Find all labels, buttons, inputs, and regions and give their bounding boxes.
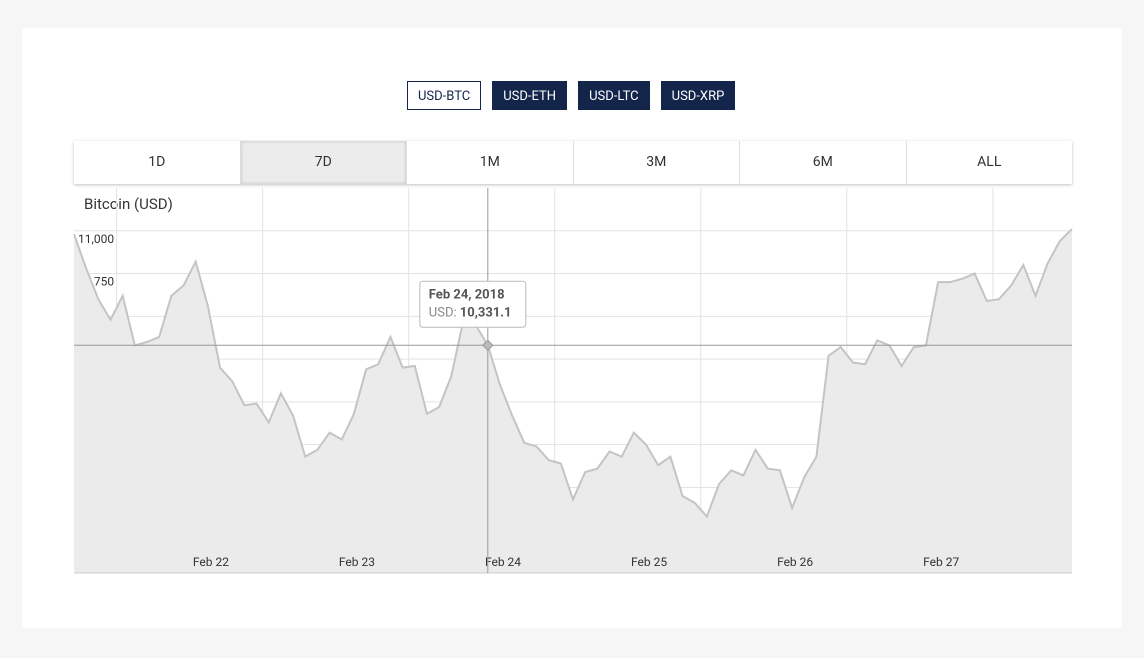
currency-buttons: USD-BTC USD-ETH USD-LTC USD-XRP xyxy=(407,81,736,110)
tooltip-date: Feb 24, 2018 xyxy=(429,288,505,303)
x-tick-label: Feb 24 xyxy=(485,555,521,569)
area-fill xyxy=(74,229,1072,574)
currency-button[interactable]: USD-LTC xyxy=(578,81,650,110)
x-tick-label: Feb 22 xyxy=(193,555,229,569)
tooltip-value: 10,331.1 xyxy=(460,306,512,321)
tooltip-label: USD: xyxy=(429,306,457,321)
hover-marker xyxy=(482,339,494,351)
x-tick-label: Feb 23 xyxy=(339,555,375,569)
currency-button[interactable]: USD-XRP xyxy=(660,81,736,110)
range-tab[interactable]: 1M xyxy=(407,141,574,184)
range-tabs: 1D 7D 1M 3M 6M ALL xyxy=(74,141,1072,184)
range-tab[interactable]: 1D xyxy=(74,141,241,184)
currency-button[interactable]: USD-BTC xyxy=(407,81,482,110)
area-line xyxy=(73,228,1073,519)
chart-title: Bitcoin (USD) xyxy=(84,195,173,213)
range-tab[interactable]: 6M xyxy=(740,141,907,184)
range-tab[interactable]: 7D xyxy=(240,141,407,184)
tooltip-box xyxy=(419,280,527,328)
range-tab[interactable]: ALL xyxy=(977,154,1002,170)
x-tick-label: Feb 26 xyxy=(777,555,813,569)
x-tick-label: Feb 27 xyxy=(923,555,959,569)
currency-button[interactable]: USD-ETH xyxy=(492,81,568,110)
y-tick-label: 11,000 xyxy=(78,232,114,246)
range-tab[interactable]: 3M xyxy=(574,141,740,184)
x-tick-label: Feb 25 xyxy=(631,555,667,569)
